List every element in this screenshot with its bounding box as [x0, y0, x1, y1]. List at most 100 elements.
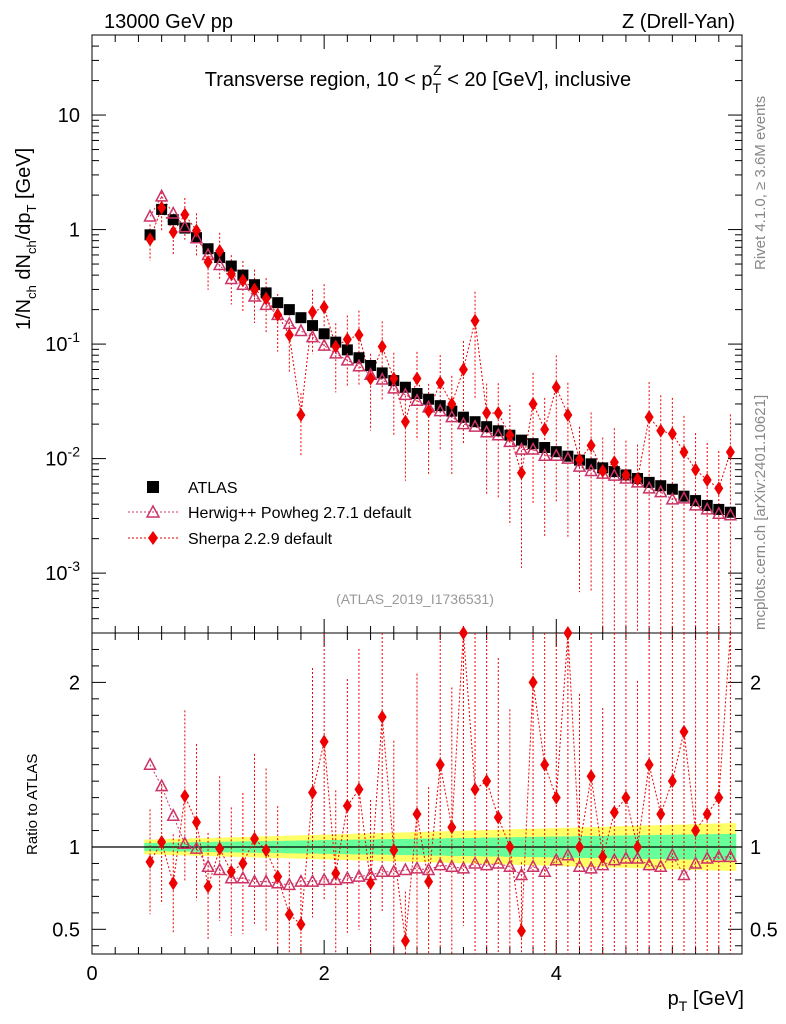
sherpa-point [586, 438, 596, 453]
herwig-point [677, 490, 691, 504]
y-tick-label: 10-2 [45, 444, 80, 471]
herwig-point [154, 188, 169, 202]
atlas-point [701, 499, 713, 511]
herwig-point [317, 337, 331, 351]
herwig-point [224, 271, 239, 285]
sherpa-point [203, 255, 213, 270]
herwig-ratio-point [317, 872, 331, 886]
herwig-ratio-point [294, 873, 308, 887]
sherpa-point [191, 223, 201, 238]
atlas-point [515, 434, 527, 446]
sherpa-ratio-point [157, 835, 167, 850]
sherpa-ratio-point [644, 757, 654, 772]
sherpa-point [447, 396, 457, 411]
herwig-point [166, 205, 180, 219]
sherpa-ratio-point [667, 774, 677, 789]
sherpa-ratio-point [168, 876, 178, 891]
herwig-point [572, 459, 587, 472]
sherpa-ratio-point [656, 807, 666, 822]
herwig-ratio-point [595, 857, 610, 871]
herwig-ratio-point [654, 859, 668, 873]
atlas-point [272, 297, 284, 309]
herwig-point [549, 448, 564, 461]
herwig-ratio-point [514, 867, 529, 881]
ratio-tick-label-left: 1 [69, 837, 80, 859]
sherpa-ratio-point [633, 840, 643, 854]
legend-herwig-label: Herwig++ Powheg 2.7.1 default [188, 505, 412, 522]
herwig-point [143, 208, 157, 222]
ratio-tick-label-right: 2 [750, 672, 761, 694]
sherpa-point [215, 243, 225, 258]
sherpa-ratio-point [319, 734, 329, 749]
herwig-ratio-point [723, 849, 738, 863]
sherpa-point [714, 481, 724, 496]
sherpa-point [575, 452, 584, 467]
sherpa-ratio-point [702, 807, 712, 822]
herwig-point [294, 323, 308, 337]
herwig-point [468, 419, 482, 432]
herwig-ratio-point [340, 870, 355, 884]
sherpa-ratio-point [366, 876, 376, 891]
sherpa-ratio-point [389, 843, 399, 858]
sherpa-point [377, 339, 387, 354]
legend-atlas-label: ATLAS [188, 480, 238, 497]
x-tick-label: 0 [86, 963, 97, 985]
sherpa-point [609, 455, 619, 470]
herwig-ratio-point [329, 872, 343, 886]
herwig-point [561, 450, 575, 464]
sherpa-point [528, 396, 538, 411]
sherpa-ratio-point [250, 831, 259, 846]
ratio-tick-label-right: 0.5 [750, 919, 778, 941]
rivet-label: Rivet 4.1.0, ≥ 3.6M events [752, 96, 769, 270]
sherpa-ratio-point [261, 843, 271, 858]
atlas-point [318, 328, 330, 340]
sherpa-ratio-point [458, 626, 468, 640]
atlas-point [190, 232, 202, 244]
sherpa-ratio-point [505, 840, 515, 854]
sherpa-ratio-point [238, 856, 248, 871]
sherpa-point [493, 406, 503, 421]
legend-herwig-marker [145, 504, 161, 518]
atlas-point [341, 344, 353, 356]
herwig-point [329, 345, 343, 359]
sherpa-ratio-point [400, 933, 410, 948]
herwig-point [688, 497, 703, 511]
herwig-point [514, 441, 529, 455]
herwig-point [712, 506, 726, 519]
atlas-point [666, 483, 678, 495]
herwig-ratio-point [572, 859, 587, 873]
sherpa-point [319, 300, 329, 315]
herwig-ratio-point [375, 864, 389, 877]
herwig-point [445, 409, 459, 423]
sherpa-ratio-point [482, 774, 492, 789]
herwig-point [178, 219, 192, 233]
herwig-point [479, 424, 494, 438]
herwig-ratio-point [166, 808, 180, 821]
axis-ticks: 0 2 4 10-3 10-2 10-1 1 10 0.5 0.5 1 1 2 2 [45, 34, 778, 985]
sherpa-point [656, 423, 666, 438]
herwig-ratio-point [479, 857, 494, 871]
herwig-ratio-point [410, 860, 424, 874]
herwig-ratio-point [189, 841, 204, 854]
sherpa-point [273, 307, 283, 322]
sherpa-ratio-point [470, 782, 480, 797]
herwig-ratio-point [445, 859, 459, 873]
herwig-ratio-point [607, 852, 622, 866]
ratio-tick-label-left: 0.5 [52, 919, 80, 941]
y-tick-label: 10-1 [45, 329, 80, 356]
sherpa-point [679, 445, 689, 460]
herwig-point [189, 230, 204, 244]
sherpa-point [644, 410, 654, 425]
sherpa-ratio-point [226, 864, 236, 879]
sherpa-ratio-point [551, 790, 561, 805]
sherpa-ratio-point [679, 724, 689, 739]
sherpa-point [424, 404, 434, 419]
legend: ATLAS Herwig++ Powheg 2.7.1 default Sher… [128, 480, 412, 548]
atlas-point [713, 503, 725, 515]
herwig-ratio-point [619, 850, 633, 864]
sherpa-point [551, 380, 561, 395]
herwig-ratio-point [143, 757, 157, 770]
herwig-ratio-point [561, 847, 575, 861]
sherpa-ratio-point [412, 807, 422, 822]
